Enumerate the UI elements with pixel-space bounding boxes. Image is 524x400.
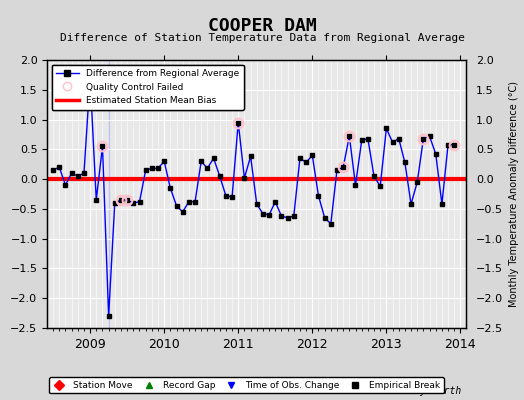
Legend: Difference from Regional Average, Quality Control Failed, Estimated Station Mean: Difference from Regional Average, Qualit…	[52, 64, 244, 110]
Y-axis label: Monthly Temperature Anomaly Difference (°C): Monthly Temperature Anomaly Difference (…	[509, 81, 519, 307]
Text: Difference of Station Temperature Data from Regional Average: Difference of Station Temperature Data f…	[60, 33, 464, 43]
Text: Berkeley Earth: Berkeley Earth	[379, 386, 461, 396]
Legend: Station Move, Record Gap, Time of Obs. Change, Empirical Break: Station Move, Record Gap, Time of Obs. C…	[49, 377, 444, 394]
Text: COOPER DAM: COOPER DAM	[208, 17, 316, 35]
